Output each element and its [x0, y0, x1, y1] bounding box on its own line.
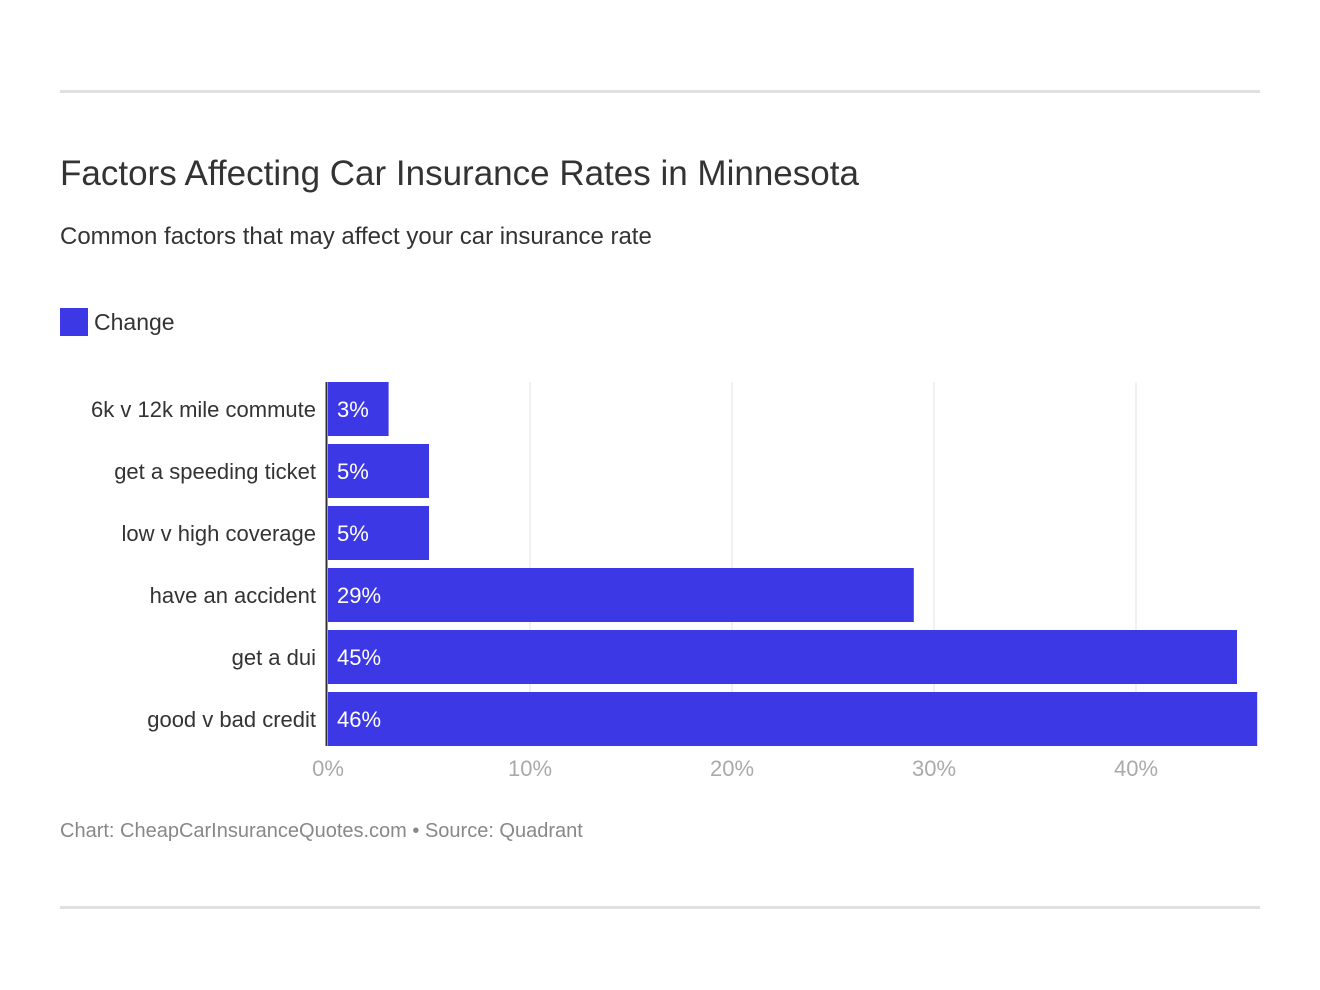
- bar: [328, 444, 429, 498]
- chart-subtitle: Common factors that may affect your car …: [60, 223, 652, 250]
- top-divider: [60, 90, 1260, 93]
- bar: [328, 630, 1237, 684]
- category-label: have an accident: [150, 583, 316, 608]
- x-tick-label: 40%: [1114, 756, 1158, 781]
- data-label: 3%: [337, 397, 369, 422]
- legend-label: Change: [94, 308, 175, 335]
- category-label: low v high coverage: [122, 521, 316, 546]
- category-label: get a dui: [232, 645, 316, 670]
- data-label: 5%: [337, 459, 369, 484]
- legend-swatch: [60, 308, 88, 336]
- chart-footer: Chart: CheapCarInsuranceQuotes.com • Sou…: [60, 820, 583, 842]
- data-label: 5%: [337, 521, 369, 546]
- bar: [328, 568, 914, 622]
- bottom-divider: [60, 906, 1260, 909]
- x-tick-label: 30%: [912, 756, 956, 781]
- bar: [328, 382, 389, 436]
- category-label: get a speeding ticket: [114, 459, 316, 484]
- x-tick-label: 0%: [312, 756, 344, 781]
- category-label: good v bad credit: [147, 707, 316, 732]
- x-tick-label: 20%: [710, 756, 754, 781]
- data-label: 29%: [337, 583, 381, 608]
- x-tick-label: 10%: [508, 756, 552, 781]
- data-label: 46%: [337, 707, 381, 732]
- chart-title: Factors Affecting Car Insurance Rates in…: [60, 154, 859, 193]
- data-label: 45%: [337, 645, 381, 670]
- legend: Change: [60, 308, 175, 336]
- bar: [328, 692, 1258, 746]
- category-label: 6k v 12k mile commute: [91, 397, 316, 422]
- bar: [328, 506, 429, 560]
